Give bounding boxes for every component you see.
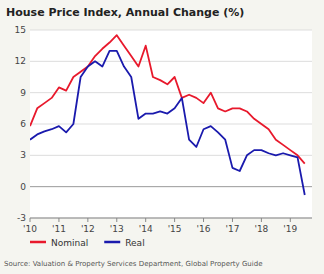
grid-line xyxy=(30,92,312,93)
x-tick-label: '16 xyxy=(197,224,211,234)
legend-label: Nominal xyxy=(51,238,88,248)
y-tick-label: 0 xyxy=(20,182,26,192)
x-tick xyxy=(145,218,146,222)
line xyxy=(30,51,305,195)
x-tick-label: '13 xyxy=(110,224,124,234)
legend-swatch xyxy=(30,241,46,244)
x-tick-label: '19 xyxy=(283,224,297,234)
title: House Price Index, Annual Change (%) xyxy=(6,6,244,19)
grid-line xyxy=(30,61,312,62)
source: Source: Valuation & Property Services De… xyxy=(4,260,263,268)
grid-line xyxy=(30,30,312,31)
x-tick-label: '15 xyxy=(168,224,182,234)
x-tick xyxy=(174,218,175,222)
x-tick xyxy=(261,218,262,222)
y-tick-label: 12 xyxy=(15,56,26,66)
x-tick xyxy=(290,218,291,222)
y-tick-label: 15 xyxy=(15,25,26,35)
series-group xyxy=(30,35,305,195)
x-tick xyxy=(87,218,88,222)
grid-line xyxy=(30,186,312,187)
line xyxy=(30,35,305,163)
x-axis-line xyxy=(30,218,312,219)
grid-line xyxy=(30,155,312,156)
x-tick-label: '14 xyxy=(139,224,153,234)
x-tick-label: '11 xyxy=(52,224,66,234)
y-tick-label: 6 xyxy=(20,119,26,129)
x-tick xyxy=(30,218,31,222)
legend-swatch xyxy=(104,241,120,244)
y-tick-label: -3 xyxy=(17,213,26,223)
plot-area xyxy=(30,30,312,218)
x-tick xyxy=(58,218,59,222)
chart: House Price Index, Annual Change (%) -3 0 3… xyxy=(0,0,324,274)
x-tick-label: '10 xyxy=(23,224,37,234)
x-tick-label: '12 xyxy=(81,224,95,234)
x-tick-label: '18 xyxy=(254,224,268,234)
legend-label: Real xyxy=(125,238,144,248)
grid-line xyxy=(30,218,312,219)
x-tick-label: '17 xyxy=(225,224,239,234)
y-tick-label: 3 xyxy=(20,150,26,160)
x-tick xyxy=(232,218,233,222)
x-tick xyxy=(203,218,204,222)
y-tick-label: 9 xyxy=(20,88,26,98)
x-tick xyxy=(116,218,117,222)
